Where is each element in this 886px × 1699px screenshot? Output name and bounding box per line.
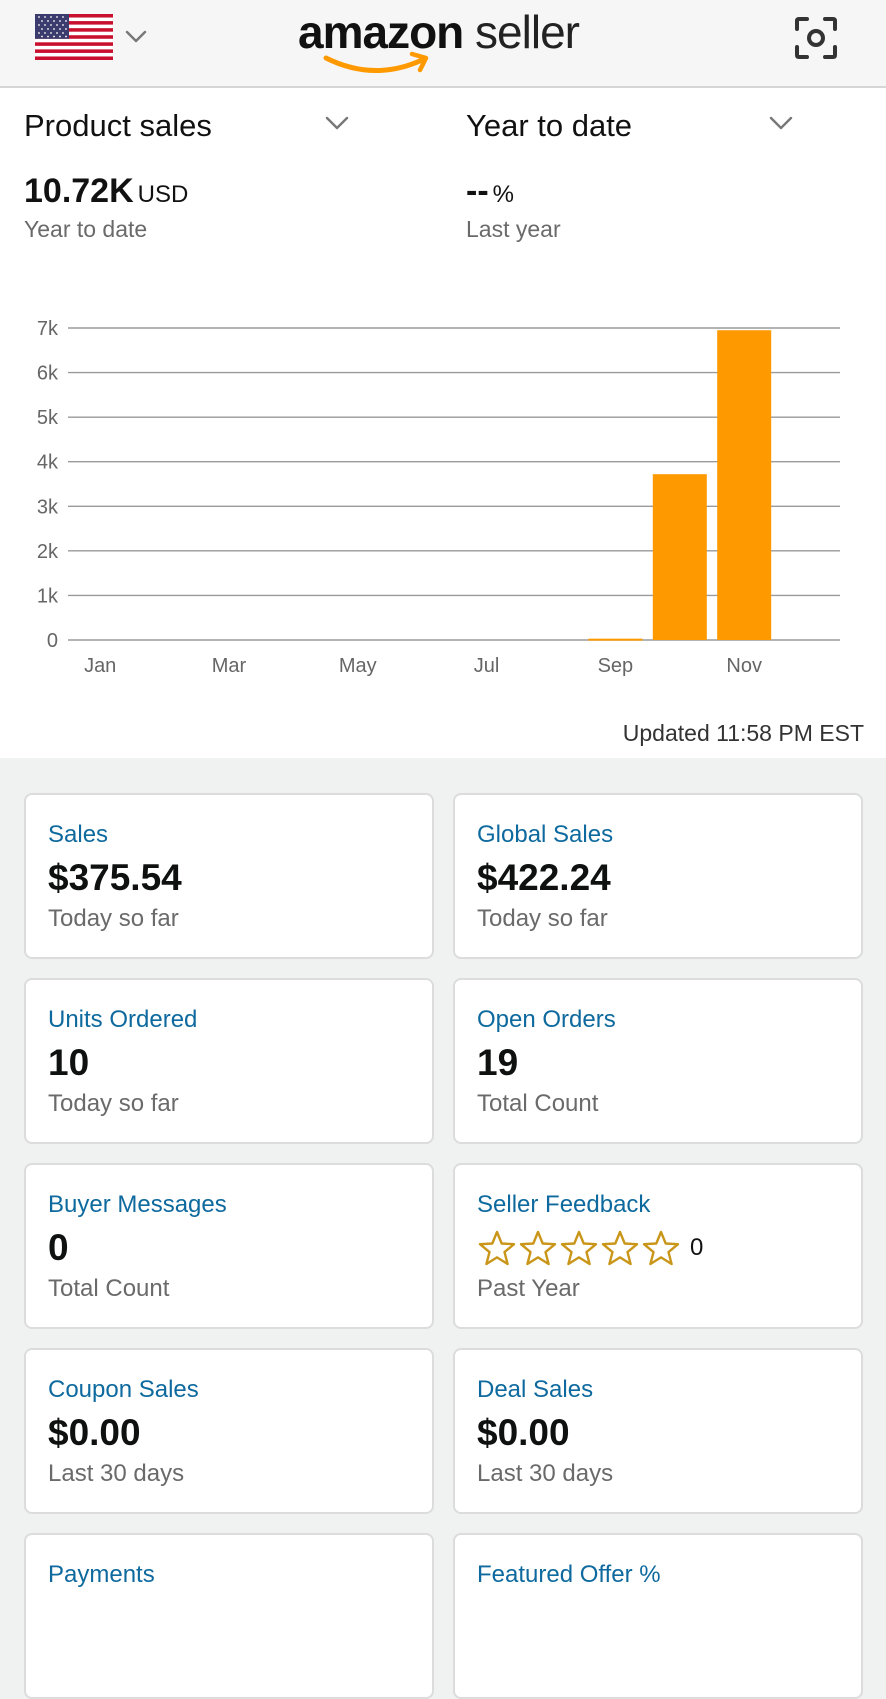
card-title: Global Sales bbox=[477, 821, 614, 848]
star-rating: 0 bbox=[477, 1229, 703, 1267]
x-tick-label: Mar bbox=[212, 655, 247, 677]
card-global-sales[interactable]: Global Sales $422.24 Today so far bbox=[453, 793, 863, 959]
card-title: Units Ordered bbox=[48, 1006, 198, 1033]
x-tick-label: May bbox=[339, 655, 377, 677]
card-value: $375.54 bbox=[48, 857, 182, 898]
card-value: 0 bbox=[48, 1227, 69, 1268]
card-units-ordered[interactable]: Units Ordered 10 Today so far bbox=[24, 978, 434, 1144]
period-select[interactable]: Year to date bbox=[466, 108, 633, 143]
card-title: Coupon Sales bbox=[48, 1376, 199, 1403]
card-value: $422.24 bbox=[477, 857, 611, 898]
y-tick-label: 0 bbox=[47, 630, 58, 652]
y-tick-label: 7k bbox=[37, 318, 59, 340]
card-subtitle: Today so far bbox=[48, 905, 179, 932]
amazon-seller-logo: amazon seller bbox=[298, 6, 598, 78]
sales-summary-panel: Product sales Year to date 10.72K USD Yea… bbox=[0, 88, 886, 758]
card-title: Featured Offer % bbox=[477, 1561, 661, 1588]
card-title: Sales bbox=[48, 821, 109, 848]
card-open-orders[interactable]: Open Orders 19 Total Count bbox=[453, 978, 863, 1144]
card-title: Seller Feedback bbox=[477, 1191, 651, 1218]
card-value: $0.00 bbox=[48, 1412, 141, 1453]
y-tick-label: 1k bbox=[37, 585, 59, 607]
x-tick-label: Nov bbox=[726, 655, 762, 677]
y-tick-label: 3k bbox=[37, 496, 59, 518]
metric-select[interactable]: Product sales bbox=[24, 108, 212, 143]
card-payments[interactable]: Payments bbox=[24, 1533, 434, 1699]
app-header: amazon seller bbox=[0, 0, 886, 88]
card-subtitle: Today so far bbox=[48, 1090, 179, 1117]
star-outline-icon bbox=[601, 1230, 639, 1266]
y-tick-label: 6k bbox=[37, 363, 59, 385]
card-sales[interactable]: Sales $375.54 Today so far bbox=[24, 793, 434, 959]
card-title: Open Orders bbox=[477, 1006, 616, 1033]
card-value: 10 bbox=[48, 1042, 90, 1083]
compare-unit: % bbox=[492, 181, 514, 208]
logo-sub-text: seller bbox=[463, 6, 580, 58]
card-subtitle: Last 30 days bbox=[48, 1460, 185, 1487]
card-deal-sales[interactable]: Deal Sales $0.00 Last 30 days bbox=[453, 1348, 863, 1514]
chevron-down-icon[interactable] bbox=[324, 110, 350, 136]
card-subtitle: Last 30 days bbox=[477, 1460, 614, 1487]
card-title: Buyer Messages bbox=[48, 1191, 227, 1218]
logo-main-text: amazon bbox=[298, 6, 464, 58]
card-subtitle: Total Count bbox=[477, 1090, 599, 1117]
card-featured-offer[interactable]: Featured Offer % bbox=[453, 1533, 863, 1699]
ytd-sales-value: 10.72K USD bbox=[24, 172, 189, 210]
compare-value: --% bbox=[466, 172, 514, 210]
card-title: Deal Sales bbox=[477, 1376, 594, 1403]
chevron-down-icon[interactable] bbox=[768, 110, 794, 136]
bar-sep bbox=[588, 638, 643, 641]
bar-nov bbox=[717, 330, 772, 640]
star-outline-icon bbox=[478, 1230, 516, 1266]
y-tick-label: 5k bbox=[37, 407, 59, 429]
sales-bar-chart: 0 1k 2k 3k 4k 5k 6k 7k Jan Mar May Jul Sep Nov bbox=[37, 318, 840, 677]
card-value: 19 bbox=[477, 1042, 519, 1083]
amazon-smile-icon bbox=[323, 51, 429, 73]
card-buyer-messages[interactable]: Buyer Messages 0 Total Count bbox=[24, 1163, 434, 1329]
x-tick-label: Sep bbox=[598, 655, 634, 677]
y-tick-label: 2k bbox=[37, 541, 59, 563]
chevron-down-icon[interactable] bbox=[124, 24, 148, 48]
card-seller-feedback[interactable]: Seller Feedback 0 Past Year bbox=[453, 1163, 863, 1329]
bar-oct bbox=[652, 474, 707, 640]
card-subtitle: Past Year bbox=[477, 1275, 580, 1302]
card-subtitle: Total Count bbox=[48, 1275, 170, 1302]
us-flag-icon[interactable] bbox=[35, 14, 113, 60]
x-tick-label: Jan bbox=[84, 655, 116, 677]
updated-timestamp: Updated 11:58 PM EST bbox=[622, 720, 864, 746]
star-outline-icon bbox=[642, 1230, 680, 1266]
card-coupon-sales[interactable]: Coupon Sales $0.00 Last 30 days bbox=[24, 1348, 434, 1514]
star-outline-icon bbox=[560, 1230, 598, 1266]
scan-icon[interactable] bbox=[794, 16, 838, 60]
card-value: $0.00 bbox=[477, 1412, 570, 1453]
ytd-sales-caption: Year to date bbox=[24, 216, 148, 242]
rating-count: 0 bbox=[690, 1234, 704, 1261]
y-tick-label: 4k bbox=[37, 452, 59, 474]
star-outline-icon bbox=[519, 1230, 557, 1266]
ytd-sales-unit: USD bbox=[137, 181, 189, 208]
compare-caption: Last year bbox=[466, 216, 561, 242]
card-title: Payments bbox=[48, 1561, 155, 1588]
x-tick-label: Jul bbox=[474, 655, 500, 677]
card-subtitle: Today so far bbox=[477, 905, 608, 932]
